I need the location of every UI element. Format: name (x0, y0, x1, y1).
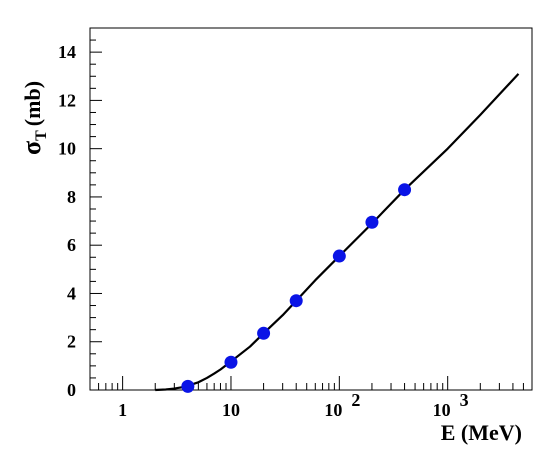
x-tick-label: 1 (118, 400, 127, 420)
data-series (155, 73, 520, 393)
y-tick-label: 0 (67, 380, 76, 400)
y-axis-title-unit: (mb) (20, 81, 45, 126)
y-tick-label: 10 (58, 139, 76, 159)
tick-labels: 0 2 4 6 8 10 12 14 1 10 10 2 10 3 (58, 42, 469, 420)
model-curve (155, 73, 520, 392)
plot-frame (89, 27, 533, 391)
svg-text:σT(mb): σT (mb) (17, 81, 50, 155)
y-axis-title-subscript: T (33, 130, 50, 141)
y-tick-label: 2 (67, 332, 76, 352)
data-point (257, 326, 271, 340)
x-tick-exponent: 2 (351, 390, 360, 410)
y-tick-label: 4 (67, 283, 76, 303)
y-tick-label: 8 (67, 187, 76, 207)
x-tick-label: 10 (433, 400, 451, 420)
y-tick-label: 14 (58, 42, 76, 62)
x-tick-exponent: 3 (460, 390, 469, 410)
data-point (181, 379, 195, 393)
y-axis-title: σT (mb) (17, 81, 50, 155)
data-point (289, 294, 303, 308)
x-tick-label: 10 (222, 400, 240, 420)
y-tick-label: 12 (58, 90, 76, 110)
data-point (224, 355, 238, 369)
y-axis-title-symbol: σ (17, 141, 46, 155)
y-tick-label: 6 (67, 235, 76, 255)
data-point (332, 249, 346, 263)
x-tick-label: 10 (324, 400, 342, 420)
x-axis-title: E (MeV) (441, 420, 522, 445)
plot-border (89, 27, 533, 391)
data-point (365, 215, 379, 229)
data-point (398, 183, 412, 197)
axis-titles: E (MeV) σT (mb) (17, 81, 522, 445)
axis-ticks (89, 27, 533, 391)
